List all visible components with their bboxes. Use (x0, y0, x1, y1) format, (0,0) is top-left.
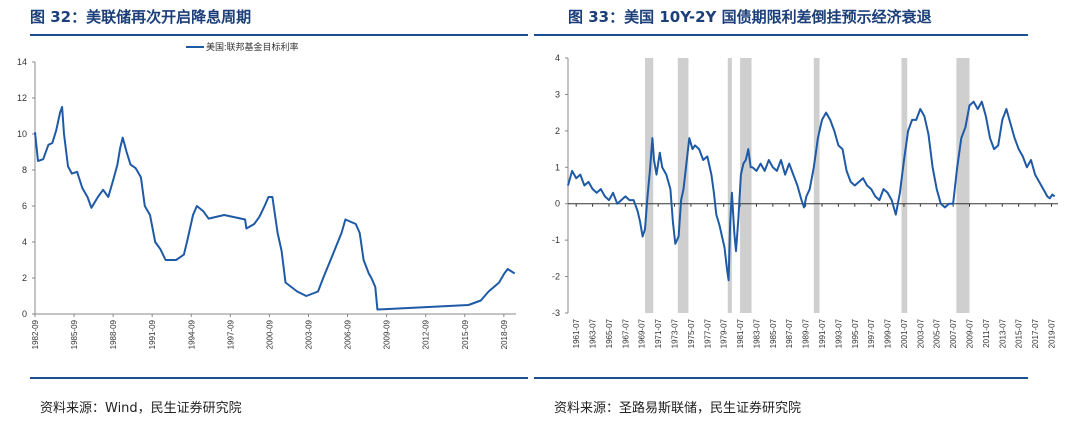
right-source-note: 资料来源：圣路易斯联储，民生证券研究院 (554, 401, 802, 416)
left-title-rule (30, 34, 528, 36)
x-tick-label: 2019-07 (1047, 318, 1056, 348)
y-tick-label: -2 (552, 272, 560, 282)
y-tick-label: -3 (552, 308, 560, 318)
x-tick-label: 1985-07 (769, 318, 778, 348)
fed-funds-rate-chart: 0 2 4 6 8 10 12 14 1982-09 1985-09 1988-09 1991-09 1… (17, 41, 516, 349)
x-tick-label: 1983-07 (752, 318, 761, 348)
y-tick-label: 14 (17, 57, 27, 67)
x-tick-label: 2009-07 (966, 318, 975, 348)
x-tick-label: 2007-07 (949, 318, 958, 348)
x-tick-label: 1967-07 (621, 318, 630, 348)
x-tick-label: 2006-09 (344, 319, 353, 349)
right-bottom-rule (534, 377, 1028, 379)
y-tick-label: 8 (22, 165, 27, 175)
x-tick-label: 1982-09 (31, 319, 40, 349)
x-tick-label: 2018-09 (500, 319, 509, 349)
y-tick-label: 4 (22, 237, 27, 247)
x-tick-label: 1988-09 (109, 319, 118, 349)
x-tick-label: 2009-09 (383, 319, 392, 349)
term-spread-chart: -3 -2 -1 0 1 2 3 4 1961-07 1963-07 1965-07 1967-07 1… (552, 53, 1058, 348)
x-tick-label: 2015-09 (461, 319, 470, 349)
x-tick-label: 1997-07 (867, 318, 876, 348)
x-tick-label: 1963-07 (589, 318, 598, 348)
x-tick-label: 1997-09 (226, 319, 235, 349)
y-tick-label: 2 (555, 126, 560, 136)
y-tick-label: 3 (555, 89, 560, 99)
x-tick-label: 2000-09 (265, 319, 274, 349)
y-tick-label: 6 (22, 201, 27, 211)
x-tick-label: 1999-07 (884, 318, 893, 348)
y-tick-label: 1 (555, 162, 560, 172)
x-tick-label: 1991-07 (818, 318, 827, 348)
recession-band (956, 58, 970, 313)
left-figure: 图 32：美联储再次开启降息周期 0 2 4 6 8 10 12 14 1982-09 1985-… (17, 8, 528, 416)
x-tick-label: 1989-07 (802, 318, 811, 348)
x-tick-label: 2003-07 (916, 318, 925, 348)
y-tick-label: 12 (17, 93, 27, 103)
recession-band (727, 58, 732, 313)
recession-band (901, 58, 908, 313)
x-tick-label: 1979-07 (720, 318, 729, 348)
y-tick-label: 2 (22, 273, 27, 283)
right-figure-title: 图 33：美国 10Y-2Y 国债期限利差倒挂预示经济衰退 (568, 8, 932, 26)
y-tick-label: -1 (552, 235, 560, 245)
x-tick-label: 1961-07 (572, 318, 581, 348)
legend-label: 美国:联邦基金目标利率 (206, 41, 299, 52)
x-tick-label: 2003-09 (304, 319, 313, 349)
x-tick-label: 1971-07 (654, 318, 663, 348)
term-spread-line (567, 100, 1056, 282)
x-tick-label: 2005-07 (933, 318, 942, 348)
x-tick-label: 2001-07 (900, 318, 909, 348)
recession-band (740, 58, 752, 313)
left-figure-title: 图 32：美联储再次开启降息周期 (30, 8, 252, 26)
x-tick-label: 1985-09 (70, 319, 79, 349)
x-tick-label: 2015-07 (1015, 318, 1024, 348)
x-tick-label: 1995-07 (851, 318, 860, 348)
x-tick-label: 1987-07 (785, 318, 794, 348)
x-tick-label: 2012-09 (422, 319, 431, 349)
left-source-note: 资料来源：Wind，民生证券研究院 (40, 401, 242, 416)
x-tick-label: 1993-07 (834, 318, 843, 348)
right-figure: 图 33：美国 10Y-2Y 国债期限利差倒挂预示经济衰退 -3 -2 -1 0 1 2 3… (534, 0, 1080, 424)
x-tick-label: 1975-07 (687, 318, 696, 348)
x-tick-label: 1973-07 (671, 318, 680, 348)
x-tick-label: 2017-07 (1031, 318, 1040, 348)
left-bottom-rule (30, 377, 528, 379)
x-tick-label: 1991-09 (148, 319, 157, 349)
right-title-rule (534, 34, 1028, 36)
y-tick-label: 0 (22, 309, 27, 319)
x-tick-label: 2011-07 (982, 318, 991, 347)
fed-funds-rate-line (34, 106, 516, 311)
y-tick-label: 0 (555, 199, 560, 209)
recession-band (813, 58, 820, 313)
x-tick-label: 1981-07 (736, 318, 745, 348)
y-tick-label: 10 (17, 129, 27, 139)
x-tick-label: 1969-07 (638, 318, 647, 348)
y-tick-label: 4 (555, 53, 560, 63)
x-tick-label: 1965-07 (605, 318, 614, 348)
x-tick-label: 1977-07 (703, 318, 712, 348)
x-tick-label: 2013-07 (998, 318, 1007, 348)
x-tick-label: 1994-09 (187, 319, 196, 349)
